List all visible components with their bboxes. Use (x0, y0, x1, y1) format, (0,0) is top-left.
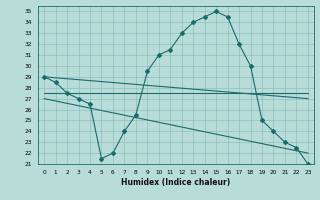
X-axis label: Humidex (Indice chaleur): Humidex (Indice chaleur) (121, 178, 231, 187)
